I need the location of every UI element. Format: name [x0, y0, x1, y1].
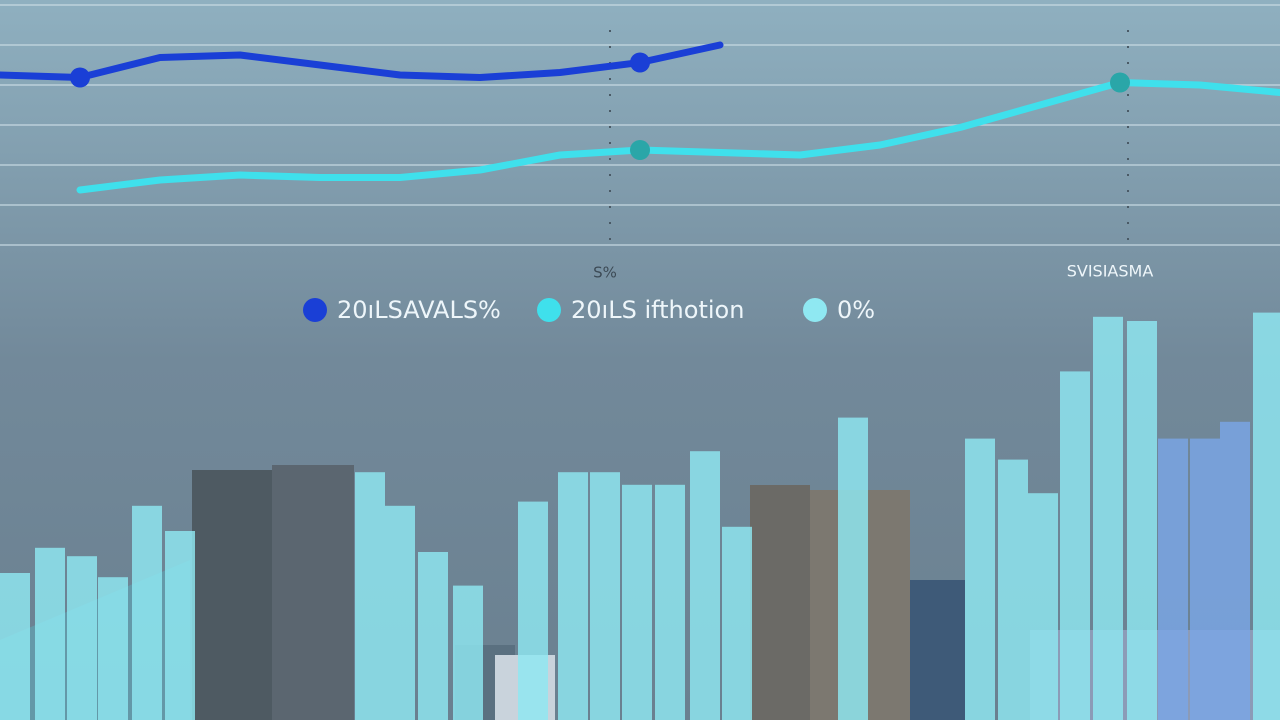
point [630, 140, 650, 160]
bar [418, 552, 448, 720]
bar [838, 417, 868, 720]
point [630, 52, 650, 73]
bar [518, 501, 548, 720]
legend-swatch [537, 298, 561, 322]
bar [1093, 316, 1123, 720]
bar [998, 459, 1028, 720]
bar [558, 472, 588, 720]
grid [0, 4, 1280, 246]
annotation: SVISIASMA [1067, 262, 1154, 281]
bar [690, 451, 720, 720]
legend: 20ıLSAVALS% 20ıLS ifthotion 0% [303, 296, 875, 324]
legend-swatch [803, 298, 827, 322]
point [1110, 72, 1130, 93]
bar [722, 526, 752, 720]
bar [453, 585, 483, 720]
legend-label: 20ıLS ifthotion [571, 296, 744, 324]
point [70, 67, 90, 88]
legend-swatch [303, 298, 327, 322]
bar [1158, 438, 1188, 720]
bar [35, 547, 65, 720]
bar [0, 573, 30, 720]
skyline [0, 465, 1280, 720]
bars [0, 312, 1280, 720]
bar [1028, 493, 1058, 720]
legend-label: 20ıLSAVALS% [337, 296, 501, 324]
line [76, 79, 1280, 194]
legend-label: 0% [837, 296, 875, 324]
bar [590, 472, 620, 720]
lines [0, 41, 1280, 194]
bar [1060, 371, 1090, 720]
bar [98, 577, 128, 720]
bar [1190, 438, 1220, 720]
annotation: S% [593, 264, 617, 282]
bar [655, 484, 685, 720]
line [0, 41, 724, 81]
bar [132, 505, 162, 720]
bar [622, 484, 652, 720]
bar [1127, 321, 1157, 720]
bar [965, 438, 995, 720]
bar [355, 472, 385, 720]
bar [385, 505, 415, 720]
bar [67, 556, 97, 720]
bar [165, 531, 195, 720]
bar [1253, 312, 1280, 720]
bar [1220, 421, 1250, 720]
